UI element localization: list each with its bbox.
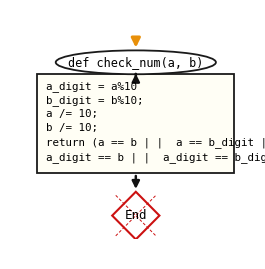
Text: b_digit = b%10;: b_digit = b%10; xyxy=(46,95,144,106)
Text: End: End xyxy=(125,209,147,222)
Text: a_digit == b | |  a_digit == b_digit): a_digit == b | | a_digit == b_digit) xyxy=(46,152,265,163)
Text: b /= 10;: b /= 10; xyxy=(46,123,99,133)
FancyBboxPatch shape xyxy=(37,74,234,173)
Text: a_digit = a%10: a_digit = a%10 xyxy=(46,81,138,92)
Ellipse shape xyxy=(56,50,216,74)
Text: return (a == b | |  a == b_digit | |: return (a == b | | a == b_digit | | xyxy=(46,137,265,148)
Polygon shape xyxy=(112,192,160,239)
Text: def check_num(a, b): def check_num(a, b) xyxy=(68,56,204,69)
Text: a /= 10;: a /= 10; xyxy=(46,109,99,119)
